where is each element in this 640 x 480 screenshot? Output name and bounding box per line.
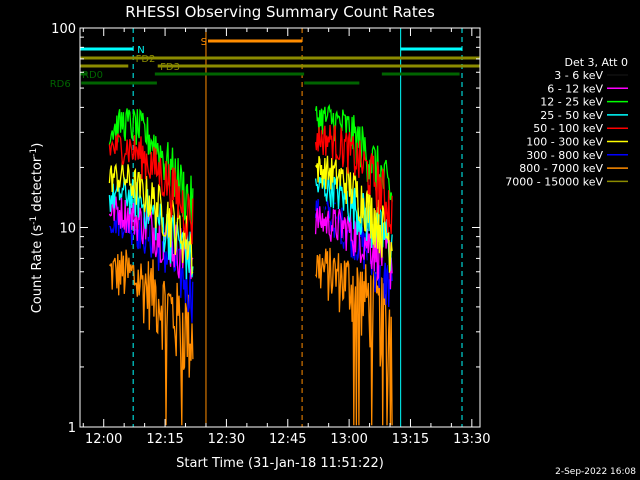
flag-label-s: S xyxy=(201,37,207,48)
legend-label: 7000 - 15000 keV xyxy=(505,175,603,188)
legend-label: 100 - 300 keV xyxy=(526,136,603,149)
x-tick-label: 12:15 xyxy=(146,432,183,447)
series-trace-800to7000keV xyxy=(108,249,194,426)
legend-label: 300 - 800 keV xyxy=(526,149,603,162)
chart-title: RHESSI Observing Summary Count Rates xyxy=(125,3,435,21)
series-trace-100to300keV xyxy=(315,155,393,273)
x-tick-label: 12:45 xyxy=(269,432,306,447)
legend-label: 50 - 100 keV xyxy=(533,122,603,135)
y-axis-label-sup: -1 xyxy=(29,216,39,225)
timestamp: 2-Sep-2022 16:08 xyxy=(555,467,636,477)
flag-bars: N S FD2 FD3 RD0 RD6 xyxy=(50,37,480,90)
legend-label: 12 - 25 keV xyxy=(540,96,603,109)
x-axis-label: Start Time (31-Jan-18 11:51:22) xyxy=(176,456,384,471)
series-trace-12to25keV xyxy=(314,103,393,202)
series-trace-300to800keV xyxy=(109,206,194,323)
y-tick-label: 100 xyxy=(51,22,76,37)
legend-header: Det 3, Att 0 xyxy=(565,56,629,69)
legend-label: 6 - 12 keV xyxy=(547,82,603,95)
x-tick-label: 13:15 xyxy=(392,432,429,447)
series-trace-100to300keV xyxy=(108,161,194,276)
legend-label: 25 - 50 keV xyxy=(540,109,603,122)
plot-content xyxy=(79,28,463,427)
x-tick-label: 13:00 xyxy=(330,432,367,447)
series-trace-800to7000keV xyxy=(315,247,393,426)
y-axis-label-part: detector xyxy=(30,156,45,216)
flag-label-fd2: FD2 xyxy=(136,54,156,65)
y-axis-label: Count Rate (s-1 detector-1) xyxy=(29,143,45,314)
y-axis-label-part: ) xyxy=(30,143,45,148)
legend-label: 800 - 7000 keV xyxy=(519,162,603,175)
x-tick-label: 12:30 xyxy=(208,432,245,447)
flag-label-rd0: RD0 xyxy=(82,70,103,81)
y-axis-label-part: Count Rate (s xyxy=(30,225,45,314)
y-axis-label-sup: -1 xyxy=(29,148,39,157)
series-trace-50to100keV xyxy=(108,133,194,245)
flag-label-rd6: RD6 xyxy=(50,79,71,90)
flag-label-n: N xyxy=(137,45,144,56)
legend-label: 3 - 6 keV xyxy=(554,69,603,82)
x-tick-label: 12:00 xyxy=(85,432,122,447)
y-tick-label: 1 xyxy=(68,421,76,436)
flag-label-fd3: FD3 xyxy=(160,62,180,73)
x-tick-label: 13:30 xyxy=(453,432,490,447)
series-trace-50to100keV xyxy=(314,124,393,234)
axes: 12:00 12:15 12:30 12:45 13:00 13:15 13:30 1 10 10… xyxy=(51,22,490,447)
y-tick-label: 10 xyxy=(59,222,76,237)
